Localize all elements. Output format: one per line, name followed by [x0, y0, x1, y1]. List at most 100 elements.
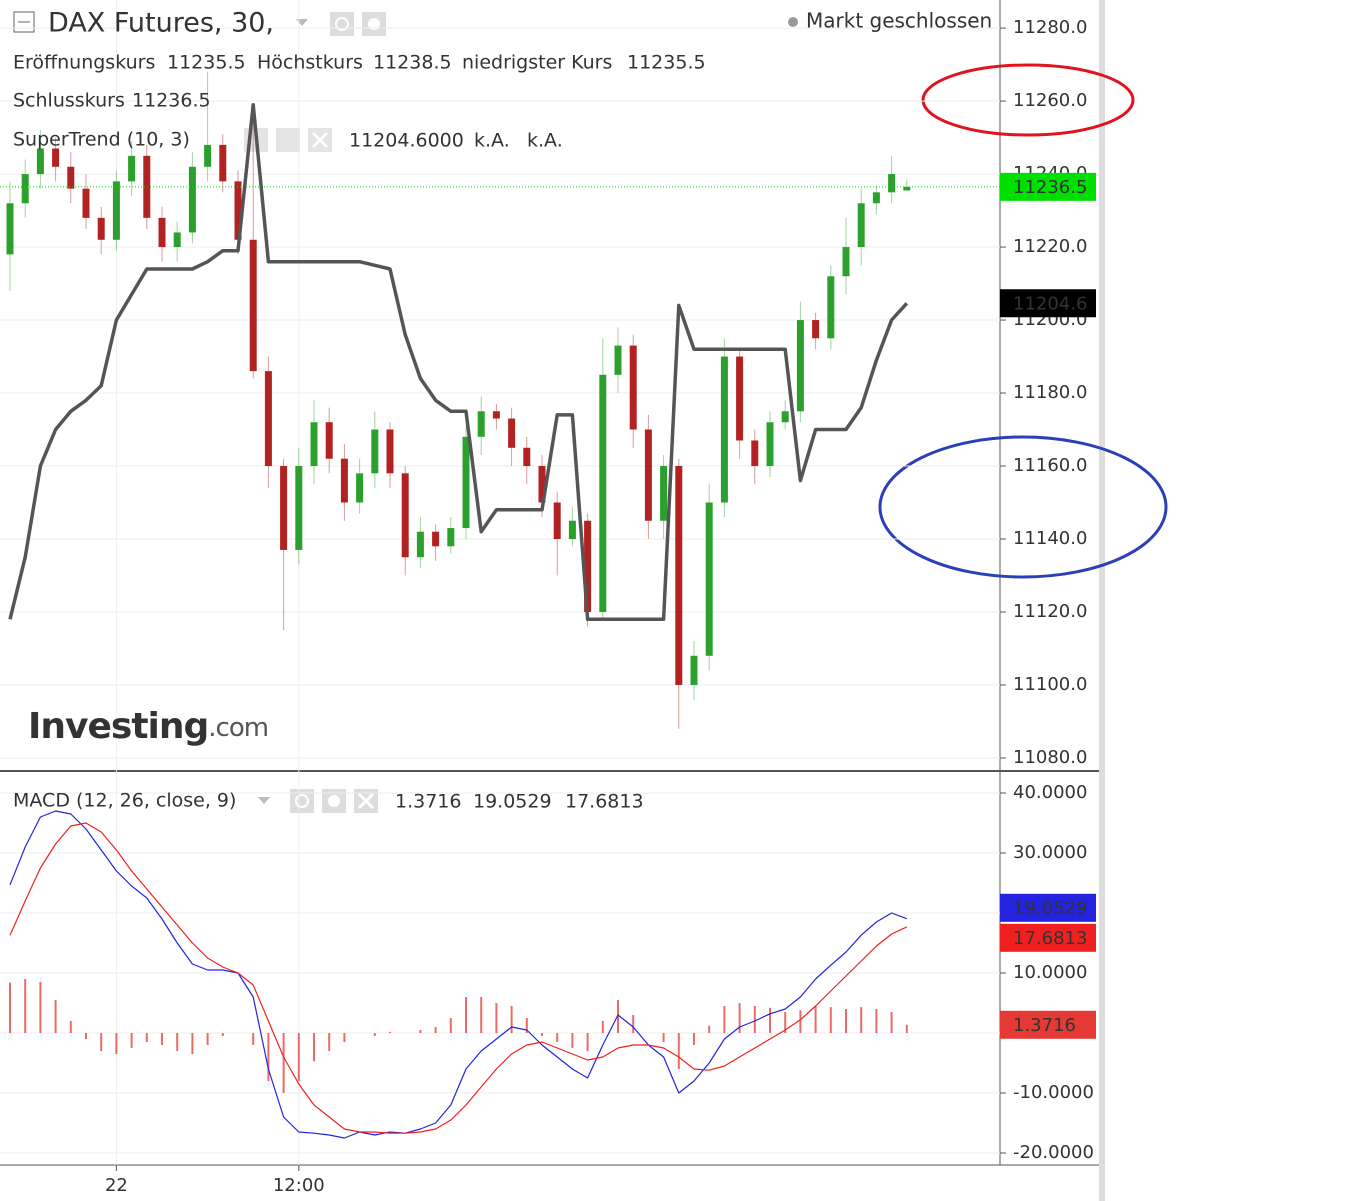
price-badge: [1000, 1010, 1096, 1039]
candle-body: [36, 148, 44, 175]
candle-body: [295, 466, 303, 550]
candle-body: [204, 144, 212, 167]
candle-body: [158, 217, 166, 248]
candle-body: [219, 144, 227, 182]
candle-body: [492, 411, 500, 419]
eye-icon[interactable]: [330, 12, 354, 36]
y-tick-label: 11220.0: [1013, 236, 1087, 257]
candle-body: [325, 422, 333, 459]
legend-label: Höchstkurs: [257, 52, 363, 74]
legend-value: 11235.5: [167, 52, 246, 74]
y-tick-label: 11180.0: [1013, 382, 1087, 403]
candle-body: [112, 181, 120, 240]
annotation-ellipse: [921, 63, 1135, 137]
candle-body: [508, 418, 516, 448]
legend-value: 11236.5: [132, 90, 211, 112]
market-status: Markt geschlossen: [806, 9, 992, 33]
candle-body: [97, 217, 105, 240]
y-tick-label: 11160.0: [1013, 455, 1087, 476]
y-tick-label: 11260.0: [1013, 90, 1087, 111]
settings-icon-glyph: [368, 18, 380, 30]
x-tick-label: 12:00: [273, 1175, 325, 1196]
y-tick-label: 11280.0: [1013, 17, 1087, 38]
candle-body: [21, 174, 29, 204]
price-badge: [1000, 893, 1096, 922]
y-tick-label: 11100.0: [1013, 674, 1087, 695]
candle-body: [234, 181, 242, 240]
settings-icon[interactable]: [276, 128, 300, 152]
candle-body: [675, 466, 683, 685]
price-badge: [1000, 172, 1096, 201]
candle-body: [614, 345, 622, 375]
candle-body: [386, 429, 394, 474]
candle-body: [447, 528, 455, 547]
candle-body: [310, 422, 318, 467]
price-badge: [1000, 289, 1096, 318]
candle-body: [781, 411, 789, 423]
candle-body: [477, 411, 485, 437]
candle-body: [796, 320, 804, 412]
legend-value: 11238.5: [373, 52, 452, 74]
indicator-value: k.A.: [474, 130, 510, 152]
candle-body: [629, 345, 637, 430]
candle-body: [888, 174, 896, 193]
candle-body: [401, 473, 409, 558]
price-badge: [1000, 923, 1096, 952]
y-tick-label: 30.0000: [1013, 842, 1087, 863]
collapse-icon[interactable]: [13, 11, 35, 33]
overlay: 11204.6 11236.5 DAX Futures, 30, Markt gesc…: [13, 8, 1096, 1039]
y-tick-label: -10.0000: [1013, 1082, 1094, 1103]
candle-body: [6, 203, 14, 255]
legend-label: Schlusskurs: [13, 90, 125, 112]
legend-value: 11235.5: [627, 52, 706, 74]
candle-body: [766, 422, 774, 467]
price-badge-label: 19.0529: [1013, 898, 1087, 919]
candle-body: [280, 466, 288, 550]
candle-body: [82, 188, 90, 218]
price-badge-label: 11236.5: [1013, 177, 1087, 198]
candle-body: [857, 203, 865, 248]
candle-body: [705, 502, 713, 656]
candle-body: [67, 166, 75, 189]
candle-body: [584, 520, 592, 612]
remove-icon-glyph: [311, 131, 329, 149]
candle-body: [128, 155, 136, 182]
y-tick-label: 11140.0: [1013, 528, 1087, 549]
candle-body: [568, 520, 576, 539]
macd-line: [9, 822, 908, 1134]
indicator-value: 11204.6000: [349, 130, 464, 152]
candle-body: [371, 429, 379, 474]
candle-body: [903, 186, 911, 191]
eye-icon-glyph: [295, 794, 309, 808]
candle-body: [736, 356, 744, 441]
remove-icon-glyph: [357, 792, 375, 810]
annotation-ellipse: [878, 435, 1168, 579]
candle-body: [462, 436, 470, 529]
y-tick-label: -20.0000: [1013, 1142, 1094, 1163]
y-tick-label: 11080.0: [1013, 747, 1087, 768]
candle-body: [827, 276, 835, 339]
legend-label: Eröffnungskurs: [13, 52, 155, 74]
x-tick-label: 22: [105, 1175, 128, 1196]
candle-body: [842, 247, 850, 277]
status-dot: [788, 17, 798, 27]
candle-body: [264, 371, 272, 467]
y-tick-label: 11120.0: [1013, 601, 1087, 622]
legend-value: 17.6813: [565, 791, 644, 813]
candle-body: [720, 356, 728, 503]
indicator-name: MACD (12, 26, close, 9): [13, 790, 236, 812]
y-tick-label: 10.0000: [1013, 962, 1087, 983]
dropdown-icon[interactable]: [258, 797, 270, 804]
candle-body: [173, 232, 181, 248]
candle-body: [356, 473, 364, 503]
candle-body: [188, 166, 196, 233]
price-badge-label: 1.3716: [1013, 1015, 1076, 1036]
candle-body: [416, 531, 424, 558]
price-badge-label: 17.6813: [1013, 928, 1087, 949]
supertrend-line: [8, 102, 909, 622]
watermark-suffix: .com: [208, 713, 268, 743]
candle-body: [812, 320, 820, 339]
legend-value: 1.3716: [395, 791, 461, 813]
candle-body: [690, 655, 698, 685]
settings-icon-glyph: [328, 795, 340, 807]
